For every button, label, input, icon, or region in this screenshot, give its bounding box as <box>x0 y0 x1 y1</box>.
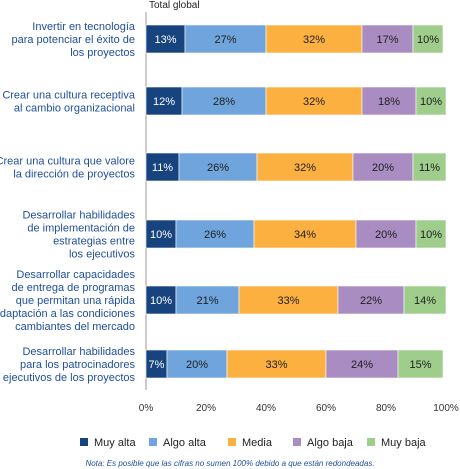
legend-label: Algo baja <box>307 437 354 449</box>
x-tick-label: 20% <box>196 403 216 414</box>
bar-segment <box>265 86 363 116</box>
data-label: 20% <box>186 359 208 371</box>
data-label: 10% <box>417 34 439 46</box>
legend-swatch <box>228 438 236 446</box>
bar-segment <box>412 24 444 54</box>
bar-segment <box>184 24 267 54</box>
category-label: estrategias entre <box>53 236 135 248</box>
bar-segment <box>226 349 327 379</box>
data-label: 18% <box>378 96 400 108</box>
bar-segment <box>415 219 447 249</box>
data-label: 7% <box>149 359 165 371</box>
bar-segment <box>145 219 177 249</box>
category-label: que permitan una rápida <box>16 295 136 307</box>
category-label: los proyectos <box>70 47 135 59</box>
data-label: 17% <box>376 34 398 46</box>
x-tick-label: 40% <box>256 403 276 414</box>
category-label: Crear una cultura que valore <box>0 156 135 168</box>
footnote: Nota: Es posible que las cifras no sumen… <box>85 459 374 468</box>
data-label: 32% <box>303 34 325 46</box>
data-label: 10% <box>420 96 442 108</box>
data-label: 24% <box>351 359 373 371</box>
category-label: para potenciar el éxito de <box>11 34 135 46</box>
bar-segment <box>175 219 255 249</box>
legend-swatch <box>293 438 301 446</box>
data-label: 34% <box>294 229 316 241</box>
category-label: para los patrocinadores <box>20 359 135 371</box>
category-label: ejecutivos de los proyectos <box>3 372 136 384</box>
data-label: 26% <box>207 162 229 174</box>
data-label: 33% <box>265 359 287 371</box>
data-label: 20% <box>372 162 394 174</box>
x-tick-label: 80% <box>376 403 396 414</box>
bar-segment <box>238 285 339 315</box>
bar-segment <box>265 24 363 54</box>
data-label: 10% <box>420 229 442 241</box>
category-label: Desarrollar habilidades <box>22 210 135 222</box>
data-label: 33% <box>277 295 299 307</box>
category-label: Desarrollar capacidades <box>16 269 135 281</box>
category-label: cambiantes del mercado <box>15 321 135 333</box>
data-label: 22% <box>360 295 382 307</box>
category-label: de implementación de <box>27 223 135 235</box>
bars-group: 13% 27% 32% 17% 10% 12% 28% 32% 18% 10% 11% 26% 32% 2… <box>145 24 447 379</box>
data-label: 12% <box>153 96 175 108</box>
bar-segment <box>253 219 357 249</box>
data-label: 28% <box>213 96 235 108</box>
data-label: 20% <box>375 229 397 241</box>
category-label: la dirección de proyectos <box>13 169 135 181</box>
legend-label: Media <box>242 437 273 449</box>
bar-segment <box>325 349 399 379</box>
bar-segment <box>355 219 417 249</box>
data-label: 11% <box>419 162 440 174</box>
data-label: 11% <box>152 162 173 174</box>
bar-segment <box>145 152 180 182</box>
category-label: Desarrollar habilidades <box>22 346 135 358</box>
bar-segment <box>361 86 417 116</box>
data-label: 27% <box>214 34 236 46</box>
x-tick-label: 0% <box>139 403 154 414</box>
category-label: Invertir en tecnología <box>32 21 136 33</box>
category-label: de entrega de programas <box>11 282 135 294</box>
data-label: 10% <box>150 295 172 307</box>
bar-segment <box>352 152 414 182</box>
data-label: 14% <box>414 295 436 307</box>
legend-label: Algo alta <box>163 437 207 449</box>
data-label: 32% <box>303 96 325 108</box>
data-label: 21% <box>196 295 218 307</box>
chart-subtitle: Total global <box>149 0 200 11</box>
data-label: 26% <box>204 229 226 241</box>
bar-segment <box>145 86 183 116</box>
legend-swatch <box>80 438 88 446</box>
legend-swatch <box>367 438 375 446</box>
data-label: 10% <box>150 229 172 241</box>
legend-label: Muy baja <box>381 437 427 449</box>
legend: Muy alta Algo alta Media Algo baja Muy baja <box>80 437 427 449</box>
legend-label: Muy alta <box>94 437 136 449</box>
x-tick-label: 60% <box>316 403 336 414</box>
bar-segment <box>403 285 447 315</box>
bar-segment <box>178 152 258 182</box>
bar-segment <box>397 349 444 379</box>
bar-segment <box>415 86 447 116</box>
bar-segment <box>166 349 228 379</box>
bar-segment <box>412 152 447 182</box>
category-label: Crear una cultura receptiva <box>2 90 136 102</box>
data-label: 15% <box>409 359 431 371</box>
category-label: los ejecutivos <box>69 249 136 261</box>
bar-segment <box>337 285 405 315</box>
category-label: al cambio organizacional <box>14 103 135 115</box>
data-label: 32% <box>294 162 316 174</box>
legend-swatch <box>149 438 157 446</box>
x-axis-ticks: 0% 20% 40% 60% 80% 100% <box>139 403 459 414</box>
category-label: adaptación a las condiciones <box>0 308 135 320</box>
bar-segment <box>145 285 177 315</box>
data-label: 13% <box>154 34 176 46</box>
bar-segment <box>256 152 354 182</box>
x-tick-label: 100% <box>433 403 459 414</box>
